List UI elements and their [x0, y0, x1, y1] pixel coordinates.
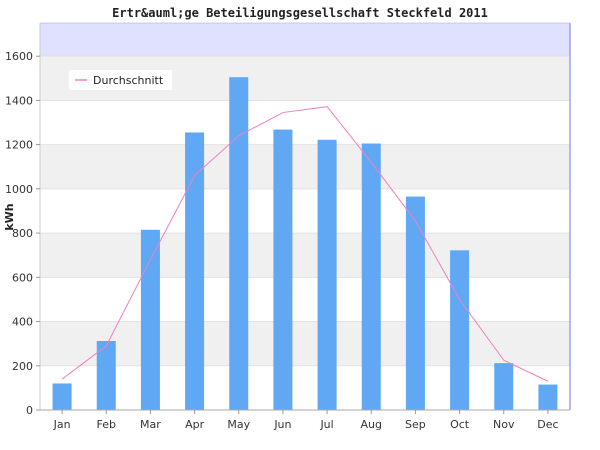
chart-title: Ertr&auml;ge Beteiligungsgesellschaft St…	[112, 6, 488, 20]
plot-band	[40, 100, 570, 145]
plot-background	[40, 23, 570, 410]
plot-band	[40, 144, 570, 189]
plot-band	[40, 365, 570, 410]
x-tick-label: Jul	[319, 418, 333, 431]
plot-band	[40, 188, 570, 234]
x-tick-label: Oct	[450, 418, 470, 431]
y-tick-label: 1200	[5, 139, 33, 152]
x-tick-label: May	[227, 418, 250, 431]
plot-band-top	[40, 23, 570, 57]
bar	[317, 139, 337, 410]
y-axis-ticks: 0 200 400 600 800 1000 1200 1400 1600	[5, 50, 40, 417]
x-tick-label: Feb	[97, 418, 116, 431]
x-tick-label: Dec	[537, 418, 558, 431]
y-tick-label: 1600	[5, 50, 33, 63]
legend-label-durchschnitt: Durchschnitt	[93, 74, 164, 87]
y-tick-label: 600	[12, 271, 33, 284]
bar	[229, 77, 249, 411]
plot-band	[40, 321, 570, 366]
x-tick-label: Jun	[273, 418, 291, 431]
legend: Durchschnitt	[69, 70, 172, 90]
bar	[538, 384, 558, 410]
plot-band	[40, 233, 570, 278]
x-tick-label: Aug	[361, 418, 382, 431]
x-tick-label: Nov	[493, 418, 515, 431]
y-axis-label: kWh	[3, 203, 16, 230]
y-tick-label: 400	[12, 316, 33, 329]
bar	[405, 196, 425, 410]
legend-box	[69, 70, 172, 90]
y-tick-label: 800	[12, 227, 33, 240]
line-path	[61, 106, 549, 382]
bar	[96, 341, 116, 410]
x-axis-ticks: Jan Feb Mar Apr May Jun Jul Aug Sep Oct Nov Dec	[53, 410, 559, 431]
plot-band	[40, 277, 570, 322]
y-tick-label: 200	[12, 360, 33, 373]
gridlines	[40, 55, 570, 367]
bar	[52, 383, 72, 410]
bar	[140, 229, 160, 410]
x-tick-label: Mar	[140, 418, 161, 431]
bar	[273, 129, 293, 410]
x-tick-label: Apr	[185, 418, 205, 431]
axes	[39, 22, 571, 411]
y-tick-label: 1400	[5, 94, 33, 107]
bar	[185, 132, 205, 411]
average-line-series	[61, 106, 549, 382]
x-tick-label: Jan	[53, 418, 71, 431]
x-tick-label: Sep	[405, 418, 426, 431]
y-tick-label: 1000	[5, 183, 33, 196]
bar	[494, 363, 514, 410]
bar	[450, 250, 470, 410]
bar	[361, 143, 381, 410]
y-tick-label: 0	[26, 404, 33, 417]
